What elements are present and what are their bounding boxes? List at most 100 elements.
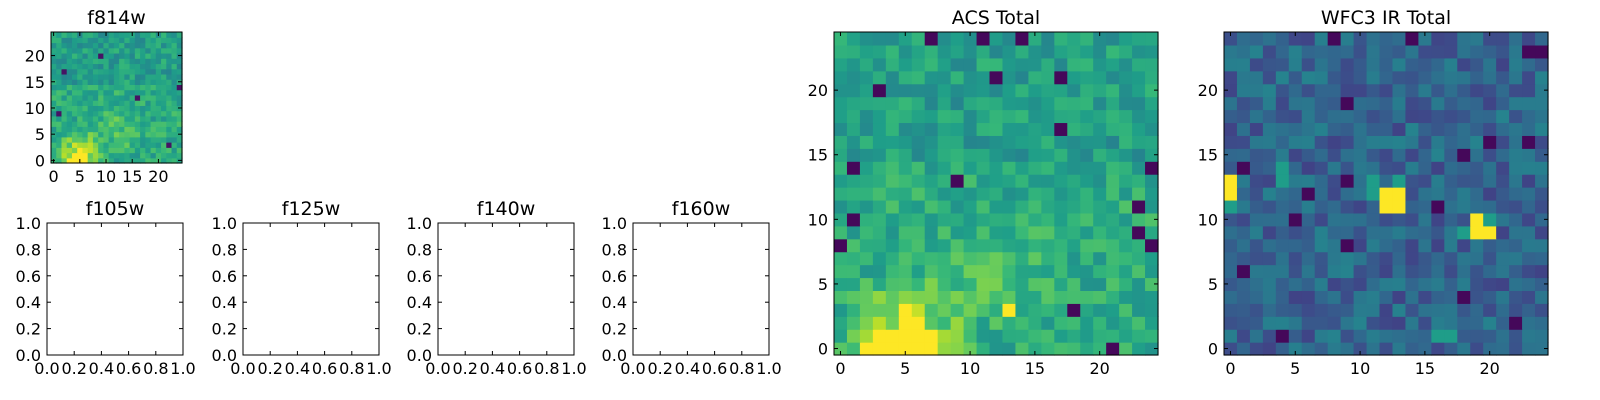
heatmap-cell [1275,199,1290,214]
heatmap-cell [1028,277,1042,291]
heatmap-cell [1262,238,1277,253]
heatmap-cell [1275,96,1290,111]
heatmap-cell [834,161,848,175]
axes-frame [833,31,1159,356]
heatmap-cell [140,47,146,54]
heatmap-cell [61,47,68,54]
heatmap-cell [1392,342,1407,356]
heatmap-cell [1366,96,1381,111]
heatmap-cell [176,147,183,154]
heatmap-cell [161,136,167,143]
x-tick-label: 0.8 [729,359,754,378]
heatmap-cell [61,37,68,44]
heatmap-cell [124,110,131,117]
x-tick-label: 5 [1290,359,1300,378]
heatmap-cell [1418,329,1432,343]
heatmap-cell [124,131,131,138]
heatmap-cell [171,157,178,164]
heatmap-cell [1093,44,1107,59]
heatmap-cell [1249,342,1264,356]
heatmap-cell [924,342,939,356]
heatmap-cell [129,37,136,44]
x-tick-label: 15 [1415,359,1435,378]
heatmap-cell [1002,264,1017,279]
heatmap-cell [82,126,89,133]
heatmap-cell [950,187,965,201]
heatmap-cell [1405,238,1419,253]
heatmap-cell [155,63,162,70]
heatmap-cell [989,148,1004,162]
heatmap-cell [911,57,926,72]
heatmap-cell [98,47,104,54]
heatmap-cell [1106,212,1120,227]
heatmap-cell [1002,342,1017,356]
heatmap-cell [963,96,978,111]
heatmap-cell [1262,32,1277,46]
heatmap-cell [1301,122,1316,136]
heatmap-cell [61,42,68,49]
heatmap-cell [1314,174,1329,188]
heatmap-cell [924,290,939,304]
heatmap-cell [1314,264,1329,279]
heatmap-cell [1522,44,1536,59]
heatmap-cell [1353,199,1368,214]
heatmap-cell [56,52,63,59]
heatmap-cell [66,131,73,138]
heatmap-cell [1002,187,1017,201]
heatmap-cell [1392,199,1407,214]
heatmap-cell [1054,70,1068,85]
y-tick-label: 0.8 [602,240,627,259]
heatmap-cell [846,225,861,240]
heatmap-cell [150,152,157,159]
heatmap-cell [1418,277,1432,291]
heatmap-cell [1028,161,1042,175]
heatmap-cell [1340,187,1355,201]
heatmap-cell [155,105,162,112]
x-tick-label: 0.4 [480,359,505,378]
heatmap-cell [145,68,152,75]
heatmap-cell [1236,290,1251,304]
heatmap-cell [1041,44,1055,59]
heatmap-cell [963,57,978,72]
heatmap-cell [161,142,167,148]
heatmap-cell [1509,187,1523,201]
heatmap-cell [1145,329,1159,343]
heatmap-cell [103,94,110,101]
heatmap-cell [134,115,141,122]
heatmap-cell [989,251,1004,266]
heatmap-cell [82,73,89,80]
heatmap-cell [1496,57,1510,72]
heatmap-cell [950,290,965,304]
heatmap-cell [1119,83,1133,98]
heatmap-cell [1093,238,1107,253]
heatmap-cell [963,290,978,304]
heatmap-cell [937,238,952,253]
heatmap-cell [155,37,162,44]
heatmap-cell [937,251,952,266]
heatmap-cell [1262,122,1277,136]
heatmap-cell [924,329,939,343]
heatmap-cell [113,100,120,106]
heatmap-cell [872,135,887,149]
axes-frame [46,222,184,356]
heatmap-cell [166,84,173,91]
heatmap-cell [1275,342,1290,356]
heatmap-cell [140,73,146,80]
heatmap-cell [1366,290,1381,304]
heatmap-cell [898,96,913,111]
heatmap-cell [834,329,848,343]
heatmap-cell [1522,329,1536,343]
heatmap-cell [1314,290,1329,304]
heatmap-cell [1106,70,1120,85]
heatmap-cell [1470,70,1484,85]
heatmap-cell [1392,96,1407,111]
heatmap-cell [82,105,89,112]
heatmap-cell [1080,135,1094,149]
heatmap-cell [155,100,162,106]
heatmap-cell [1522,303,1536,317]
heatmap-cell [911,225,926,240]
x-tick-label: 1.0 [170,359,195,378]
heatmap-cell [1444,303,1458,317]
heatmap-cell [103,115,110,122]
heatmap-cell [87,115,94,122]
